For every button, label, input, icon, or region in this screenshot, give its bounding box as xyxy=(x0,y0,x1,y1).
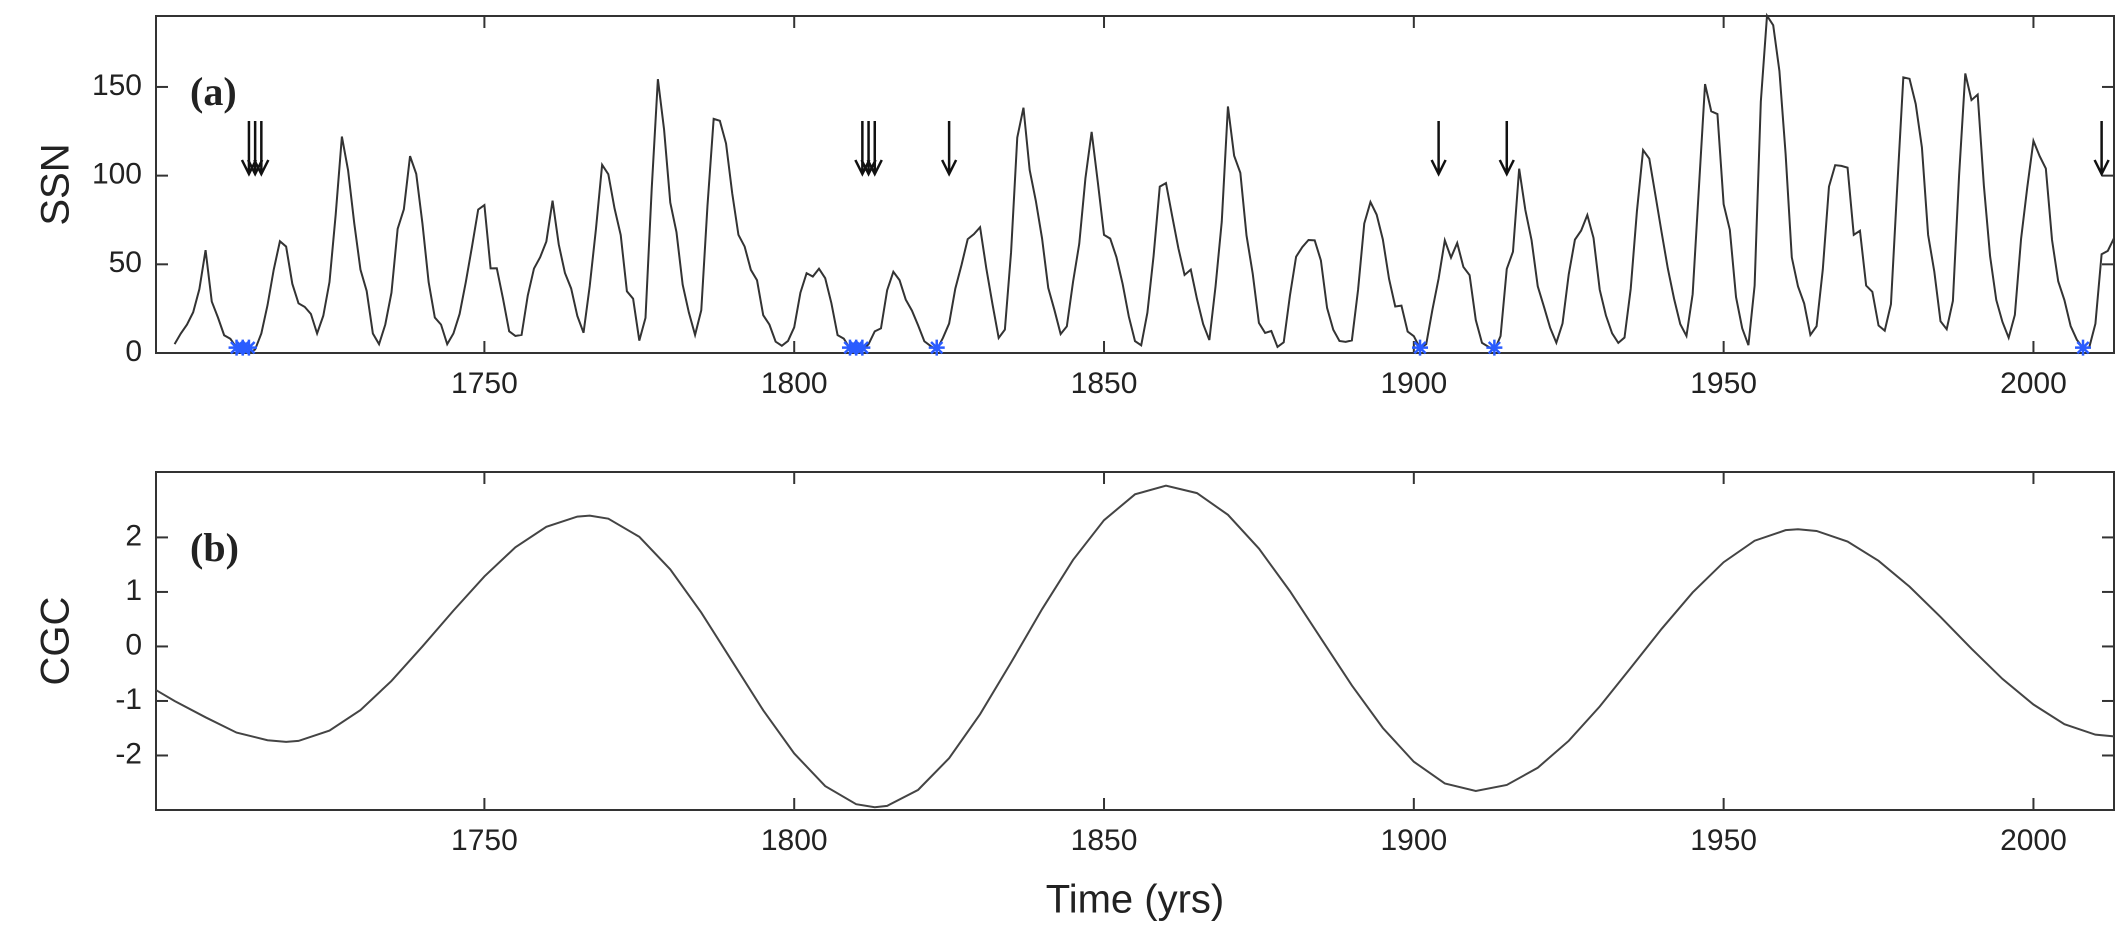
arrow xyxy=(253,121,270,177)
x-tick-label: 1850 xyxy=(1071,824,1138,857)
plot-frame xyxy=(155,471,2115,811)
x-tick-label: 1900 xyxy=(1380,367,1447,400)
y-tick-label: 50 xyxy=(109,246,142,279)
arrow xyxy=(247,121,264,177)
arrow xyxy=(240,121,258,177)
arrow xyxy=(940,121,958,177)
y-axis-label: CGC xyxy=(34,597,78,686)
y-axis-label: SSN xyxy=(34,143,78,225)
x-tick-label: 1950 xyxy=(1690,824,1757,857)
x-tick-label: 1900 xyxy=(1380,824,1447,857)
x-tick-label: 1750 xyxy=(451,367,518,400)
x-tick-label: 1850 xyxy=(1071,367,1138,400)
arrow xyxy=(854,121,871,177)
x-axis-label: Time (yrs) xyxy=(1046,878,1224,922)
x-tick-label: 1750 xyxy=(451,824,518,857)
minimum-marker xyxy=(854,339,871,356)
y-tick-label: 2 xyxy=(125,519,142,552)
x-tick-label: 1800 xyxy=(761,824,828,857)
y-tick-label: 150 xyxy=(92,69,142,102)
minimum-marker xyxy=(240,339,257,356)
x-tick-label: 1950 xyxy=(1690,367,1757,400)
x-tick-label: 1800 xyxy=(761,367,828,400)
y-tick-label: 0 xyxy=(125,628,142,661)
arrow xyxy=(2093,121,2110,177)
y-tick-label: -1 xyxy=(115,683,142,716)
plot-frame xyxy=(155,15,2115,354)
minimum-marker xyxy=(1412,339,1429,356)
data-line xyxy=(155,484,2115,809)
arrow xyxy=(860,121,877,177)
y-tick-label: 1 xyxy=(125,574,142,607)
arrow xyxy=(866,121,883,177)
minimum-marker xyxy=(2075,339,2092,356)
data-line xyxy=(173,12,2115,355)
arrow xyxy=(1498,121,1515,177)
panel-label: (b) xyxy=(190,525,239,570)
y-tick-label: 0 xyxy=(125,335,142,368)
arrow xyxy=(1430,121,1447,177)
minimum-marker xyxy=(928,339,945,356)
minimum-marker xyxy=(1486,339,1503,356)
panel-label: (a) xyxy=(190,69,237,114)
x-tick-label: 2000 xyxy=(2000,367,2067,400)
x-tick-label: 2000 xyxy=(2000,824,2067,857)
y-tick-label: -2 xyxy=(115,737,142,770)
y-tick-label: 100 xyxy=(92,158,142,191)
